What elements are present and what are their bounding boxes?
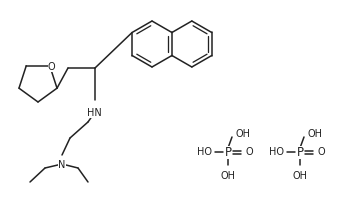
Text: N: N xyxy=(58,160,66,170)
Text: HO: HO xyxy=(197,147,212,157)
Text: HN: HN xyxy=(87,108,101,118)
Text: OH: OH xyxy=(220,171,236,181)
Text: OH: OH xyxy=(293,171,307,181)
Text: O: O xyxy=(48,62,56,72)
Text: P: P xyxy=(224,146,232,158)
Text: P: P xyxy=(297,146,303,158)
Text: OH: OH xyxy=(235,129,250,139)
Text: OH: OH xyxy=(307,129,322,139)
Text: HO: HO xyxy=(269,147,284,157)
Text: O: O xyxy=(318,147,326,157)
Text: O: O xyxy=(246,147,254,157)
